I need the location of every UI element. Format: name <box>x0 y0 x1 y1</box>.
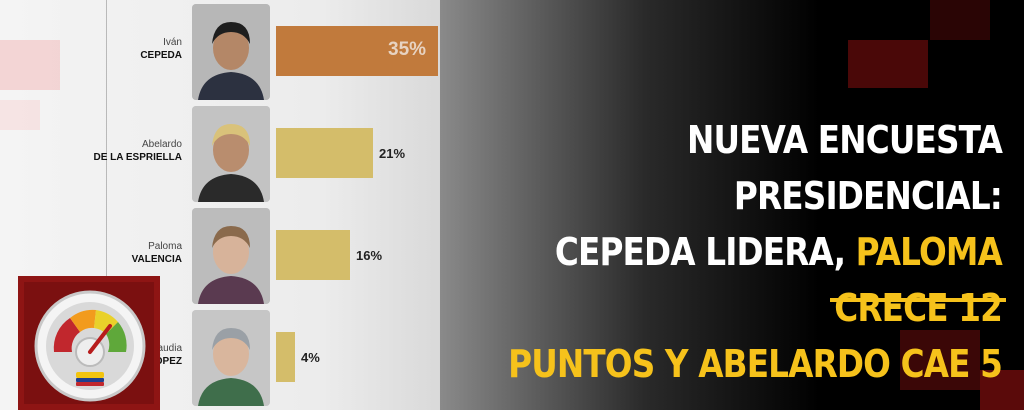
candidate-photo <box>192 4 270 100</box>
candidate-last-name: VALENCIA <box>131 254 182 265</box>
headline-line-3: PUNTOS Y ABELARDO CAE 5 <box>476 336 1003 392</box>
headline-line-1: NUEVA ENCUESTA PRESIDENCIAL: <box>476 112 1003 224</box>
decorative-tile <box>848 40 928 88</box>
candidate-last-name: CEPEDA <box>140 50 182 61</box>
data-label: 4% <box>301 350 320 365</box>
candidate-name: Paloma VALENCIA <box>132 240 182 266</box>
headline-underline <box>830 298 1006 302</box>
candidate-first-name: Iván <box>163 37 182 48</box>
gauge-icon <box>34 290 146 402</box>
headline: NUEVA ENCUESTA PRESIDENCIAL: CEPEDA LIDE… <box>476 112 1003 392</box>
decorative-tile <box>930 0 990 40</box>
bar <box>276 332 295 382</box>
decorative-tile <box>0 100 40 130</box>
candidate-first-name: Abelardo <box>141 139 182 150</box>
chart-axis-line <box>106 0 107 410</box>
headline-segment: PALOMA CRECE 12 <box>834 230 1003 330</box>
data-label: 21% <box>379 146 406 161</box>
candidate-name: audia ÓPEZ <box>155 342 182 368</box>
data-label: 35% <box>388 39 427 60</box>
candidate-photo <box>192 106 270 202</box>
headline-segment: PUNTOS Y ABELARDO CAE 5 <box>508 342 1003 386</box>
headline-segment: NUEVA ENCUESTA PRESIDENCIAL: <box>686 118 1003 218</box>
candidate-first-name: audia <box>157 343 182 354</box>
bar <box>276 26 438 76</box>
headline-segment: CEPEDA LIDERA, <box>554 230 856 274</box>
candidate-first-name: Paloma <box>148 241 182 252</box>
candidate-photo <box>192 208 270 304</box>
data-label: 16% <box>356 248 383 263</box>
bar <box>276 128 373 178</box>
candidate-last-name: DE LA ESPRIELLA <box>93 152 182 163</box>
headline-line-2: CEPEDA LIDERA, PALOMA CRECE 12 <box>476 224 1003 336</box>
candidate-last-name: ÓPEZ <box>154 356 182 367</box>
candidate-name: Abelardo DE LA ESPRIELLA <box>93 138 182 164</box>
decorative-tile <box>0 40 60 90</box>
bar <box>276 230 350 280</box>
decorative-tile <box>980 370 1024 410</box>
candidate-name: Iván CEPEDA <box>140 36 182 62</box>
decorative-tile <box>900 330 980 390</box>
candidate-photo <box>192 310 270 406</box>
